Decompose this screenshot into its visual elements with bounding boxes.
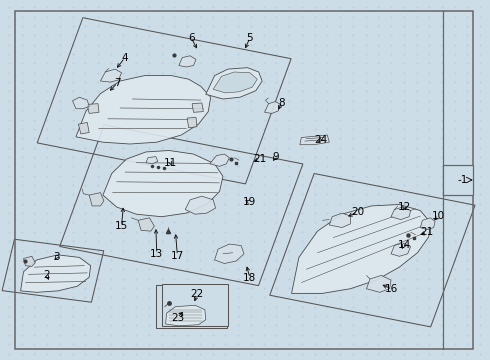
Text: 4: 4: [122, 53, 128, 63]
Polygon shape: [187, 117, 197, 128]
Polygon shape: [329, 213, 350, 228]
Polygon shape: [103, 150, 223, 217]
Text: 2: 2: [43, 270, 50, 280]
Text: 21: 21: [420, 227, 434, 237]
Polygon shape: [391, 207, 411, 220]
Text: 8: 8: [278, 98, 285, 108]
Polygon shape: [210, 154, 229, 166]
Polygon shape: [24, 256, 35, 266]
Polygon shape: [192, 103, 203, 112]
Polygon shape: [138, 218, 154, 231]
Text: 6: 6: [188, 33, 195, 43]
Text: 12: 12: [397, 202, 411, 212]
Polygon shape: [391, 243, 411, 256]
Polygon shape: [21, 255, 91, 292]
Polygon shape: [185, 196, 216, 214]
Text: 22: 22: [190, 289, 204, 300]
Text: 21: 21: [253, 154, 267, 164]
Polygon shape: [89, 193, 104, 206]
Polygon shape: [179, 56, 196, 67]
Text: 23: 23: [171, 312, 184, 323]
Bar: [162, 284, 228, 326]
Polygon shape: [265, 102, 280, 113]
Polygon shape: [213, 72, 257, 93]
Text: 18: 18: [243, 273, 257, 283]
Text: 11: 11: [164, 158, 177, 168]
Text: 9: 9: [272, 152, 279, 162]
Polygon shape: [73, 97, 89, 109]
Polygon shape: [87, 104, 99, 113]
Polygon shape: [292, 204, 430, 293]
Polygon shape: [215, 244, 244, 264]
Text: 13: 13: [150, 249, 164, 259]
Polygon shape: [100, 69, 122, 82]
Polygon shape: [300, 135, 329, 145]
Text: 17: 17: [171, 251, 184, 261]
Text: 20: 20: [351, 207, 364, 217]
Polygon shape: [146, 157, 158, 164]
Polygon shape: [76, 76, 211, 144]
Polygon shape: [206, 68, 262, 99]
Text: 15: 15: [115, 221, 128, 231]
Text: 10: 10: [432, 211, 445, 221]
Polygon shape: [78, 122, 89, 134]
Text: 3: 3: [53, 252, 60, 262]
Polygon shape: [420, 218, 435, 230]
Bar: [443, 165, 473, 195]
Text: 24: 24: [314, 135, 328, 145]
Text: 7: 7: [114, 78, 121, 88]
Text: 16: 16: [384, 284, 398, 294]
Text: 5: 5: [246, 33, 253, 43]
Polygon shape: [367, 275, 391, 292]
Text: -1: -1: [458, 175, 468, 185]
Text: 14: 14: [397, 240, 411, 250]
Polygon shape: [166, 305, 206, 326]
Text: 19: 19: [243, 197, 257, 207]
